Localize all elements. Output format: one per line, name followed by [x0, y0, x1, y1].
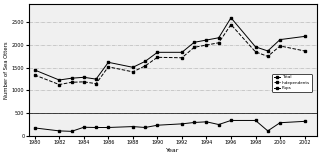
- Pups: [33, 127, 37, 129]
- Legend: Total, Independents, Pups: Total, Independents, Pups: [273, 74, 312, 92]
- Pups: [57, 130, 61, 132]
- Independents: [303, 50, 307, 52]
- Independents: [70, 81, 74, 83]
- Independents: [143, 65, 147, 67]
- Independents: [192, 46, 196, 48]
- Total: [57, 79, 61, 81]
- Pups: [217, 124, 221, 125]
- Total: [278, 39, 282, 41]
- Pups: [278, 122, 282, 124]
- Total: [131, 66, 135, 68]
- Line: Independents: Independents: [33, 23, 306, 86]
- Pups: [254, 119, 257, 121]
- Pups: [303, 120, 307, 122]
- Total: [180, 51, 184, 53]
- Pups: [266, 130, 270, 132]
- Total: [229, 17, 233, 19]
- Independents: [266, 55, 270, 57]
- Total: [192, 41, 196, 43]
- Pups: [180, 123, 184, 125]
- Independents: [131, 71, 135, 73]
- Pups: [94, 127, 98, 128]
- Pups: [106, 127, 110, 128]
- Total: [254, 46, 257, 48]
- Total: [94, 78, 98, 80]
- Independents: [155, 56, 159, 58]
- Pups: [143, 127, 147, 128]
- Independents: [33, 74, 37, 76]
- Pups: [192, 122, 196, 123]
- Total: [143, 60, 147, 62]
- Total: [33, 69, 37, 71]
- Pups: [155, 124, 159, 126]
- Line: Pups: Pups: [33, 119, 306, 133]
- Independents: [278, 45, 282, 47]
- Pups: [204, 121, 208, 123]
- Total: [155, 51, 159, 53]
- Y-axis label: Number of Sea Otters: Number of Sea Otters: [4, 41, 9, 99]
- Independents: [217, 42, 221, 44]
- Total: [106, 61, 110, 63]
- Total: [217, 37, 221, 39]
- Independents: [254, 51, 257, 53]
- Independents: [106, 66, 110, 68]
- Total: [82, 76, 86, 78]
- X-axis label: Year: Year: [166, 148, 179, 153]
- Total: [266, 50, 270, 52]
- Total: [303, 35, 307, 37]
- Independents: [57, 84, 61, 86]
- Independents: [229, 24, 233, 26]
- Independents: [82, 81, 86, 83]
- Pups: [229, 119, 233, 121]
- Pups: [82, 126, 86, 128]
- Pups: [70, 130, 74, 132]
- Independents: [204, 44, 208, 46]
- Independents: [180, 57, 184, 59]
- Independents: [94, 83, 98, 85]
- Pups: [131, 126, 135, 127]
- Line: Total: Total: [33, 16, 306, 81]
- Total: [70, 77, 74, 79]
- Total: [204, 39, 208, 41]
